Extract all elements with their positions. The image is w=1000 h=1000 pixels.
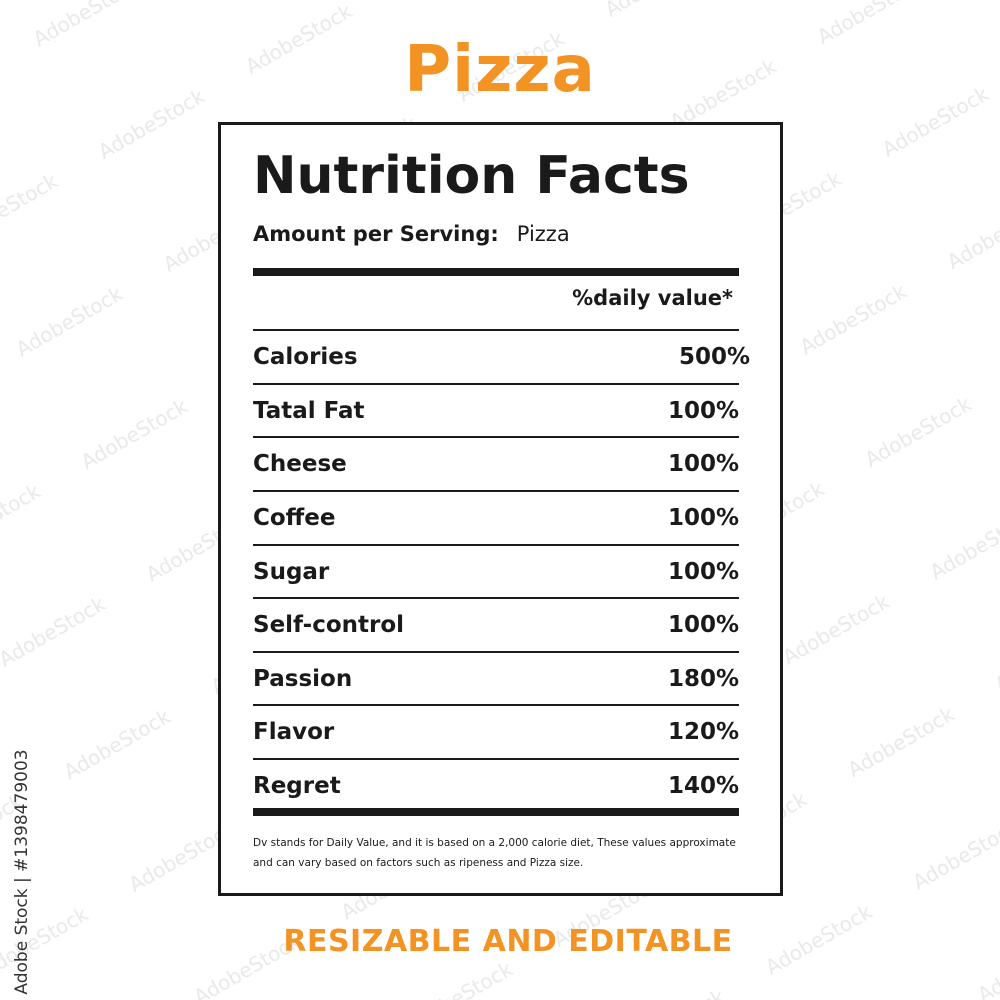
nutrient-row-sugar: Sugar 100% [253, 546, 750, 598]
nutrient-name: Calories [253, 344, 358, 370]
footnote-line: Dv stands for Daily Value, and it is bas… [253, 837, 736, 849]
nutrient-name: Cheese [253, 451, 347, 477]
nutrition-facts-title: Nutrition Facts [253, 146, 690, 206]
nutrient-name: Tatal Fat [253, 398, 365, 424]
footnote-line: and can vary based on factors such as ri… [253, 857, 584, 869]
footnote: Dv stands for Daily Value, and it is bas… [253, 833, 768, 873]
nutrient-name: Self-control [253, 612, 405, 638]
stock-id-label: Adobe Stock | #1398479003 [4, 749, 40, 995]
nutrient-value: 140% [667, 773, 739, 799]
nutrient-value: 100% [667, 559, 739, 585]
nutrient-value: 120% [667, 719, 739, 745]
nutrient-row-flavor: Flavor 120% [253, 706, 750, 758]
nutrient-name: Passion [253, 666, 353, 692]
top-thick-divider [253, 268, 739, 276]
divider [253, 651, 739, 653]
divider [253, 704, 739, 706]
nutrient-name: Flavor [253, 719, 335, 745]
stock-id-text: Adobe Stock | #1398479003 [12, 749, 32, 995]
daily-value-header: %daily value* [572, 286, 733, 310]
nutrient-row-passion: Passion 180% [253, 653, 750, 705]
divider [253, 383, 739, 385]
nutrient-value: 100% [667, 398, 739, 424]
nutrient-row-cheese: Cheese 100% [253, 438, 750, 490]
nutrient-row-total-fat: Tatal Fat 100% [253, 385, 750, 437]
divider [253, 758, 739, 760]
nutrient-row-regret: Regret 140% [253, 760, 750, 812]
bottom-thick-divider [253, 808, 739, 816]
divider [253, 436, 739, 438]
nutrient-row-coffee: Coffee 100% [253, 492, 750, 544]
divider [253, 597, 739, 599]
nutrient-row-calories: Calories 500% [253, 331, 750, 383]
nutrition-label: Nutrition Facts Amount per Serving: Pizza… [218, 122, 783, 896]
serving-value: Pizza [516, 222, 570, 246]
divider [253, 544, 739, 546]
nutrient-value: 100% [667, 505, 739, 531]
nutrient-name: Regret [253, 773, 341, 799]
page-title: Pizza [404, 33, 596, 107]
nutrient-value: 180% [667, 666, 739, 692]
serving-label: Amount per Serving: [253, 222, 499, 246]
divider [253, 490, 739, 492]
nutrient-value: 500% [678, 344, 750, 370]
nutrient-name: Coffee [253, 505, 336, 531]
resizable-caption: RESIZABLE AND EDITABLE [283, 924, 733, 959]
nutrient-value: 100% [667, 612, 739, 638]
nutrient-value: 100% [667, 451, 739, 477]
nutrient-row-self-control: Self-control 100% [253, 599, 750, 651]
serving-line: Amount per Serving: Pizza [253, 219, 570, 249]
divider [253, 329, 739, 331]
nutrient-name: Sugar [253, 559, 330, 585]
